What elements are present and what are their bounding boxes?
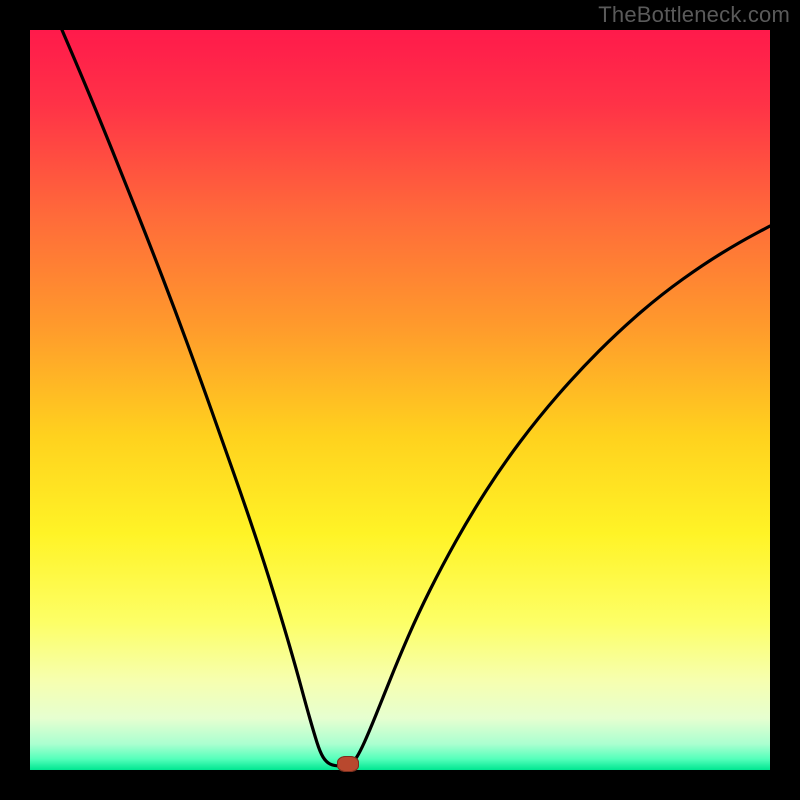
chart-root: TheBottleneck.com [0,0,800,800]
watermark-text: TheBottleneck.com [598,2,790,28]
optimal-point-marker [337,756,359,772]
plot-area [30,30,770,770]
